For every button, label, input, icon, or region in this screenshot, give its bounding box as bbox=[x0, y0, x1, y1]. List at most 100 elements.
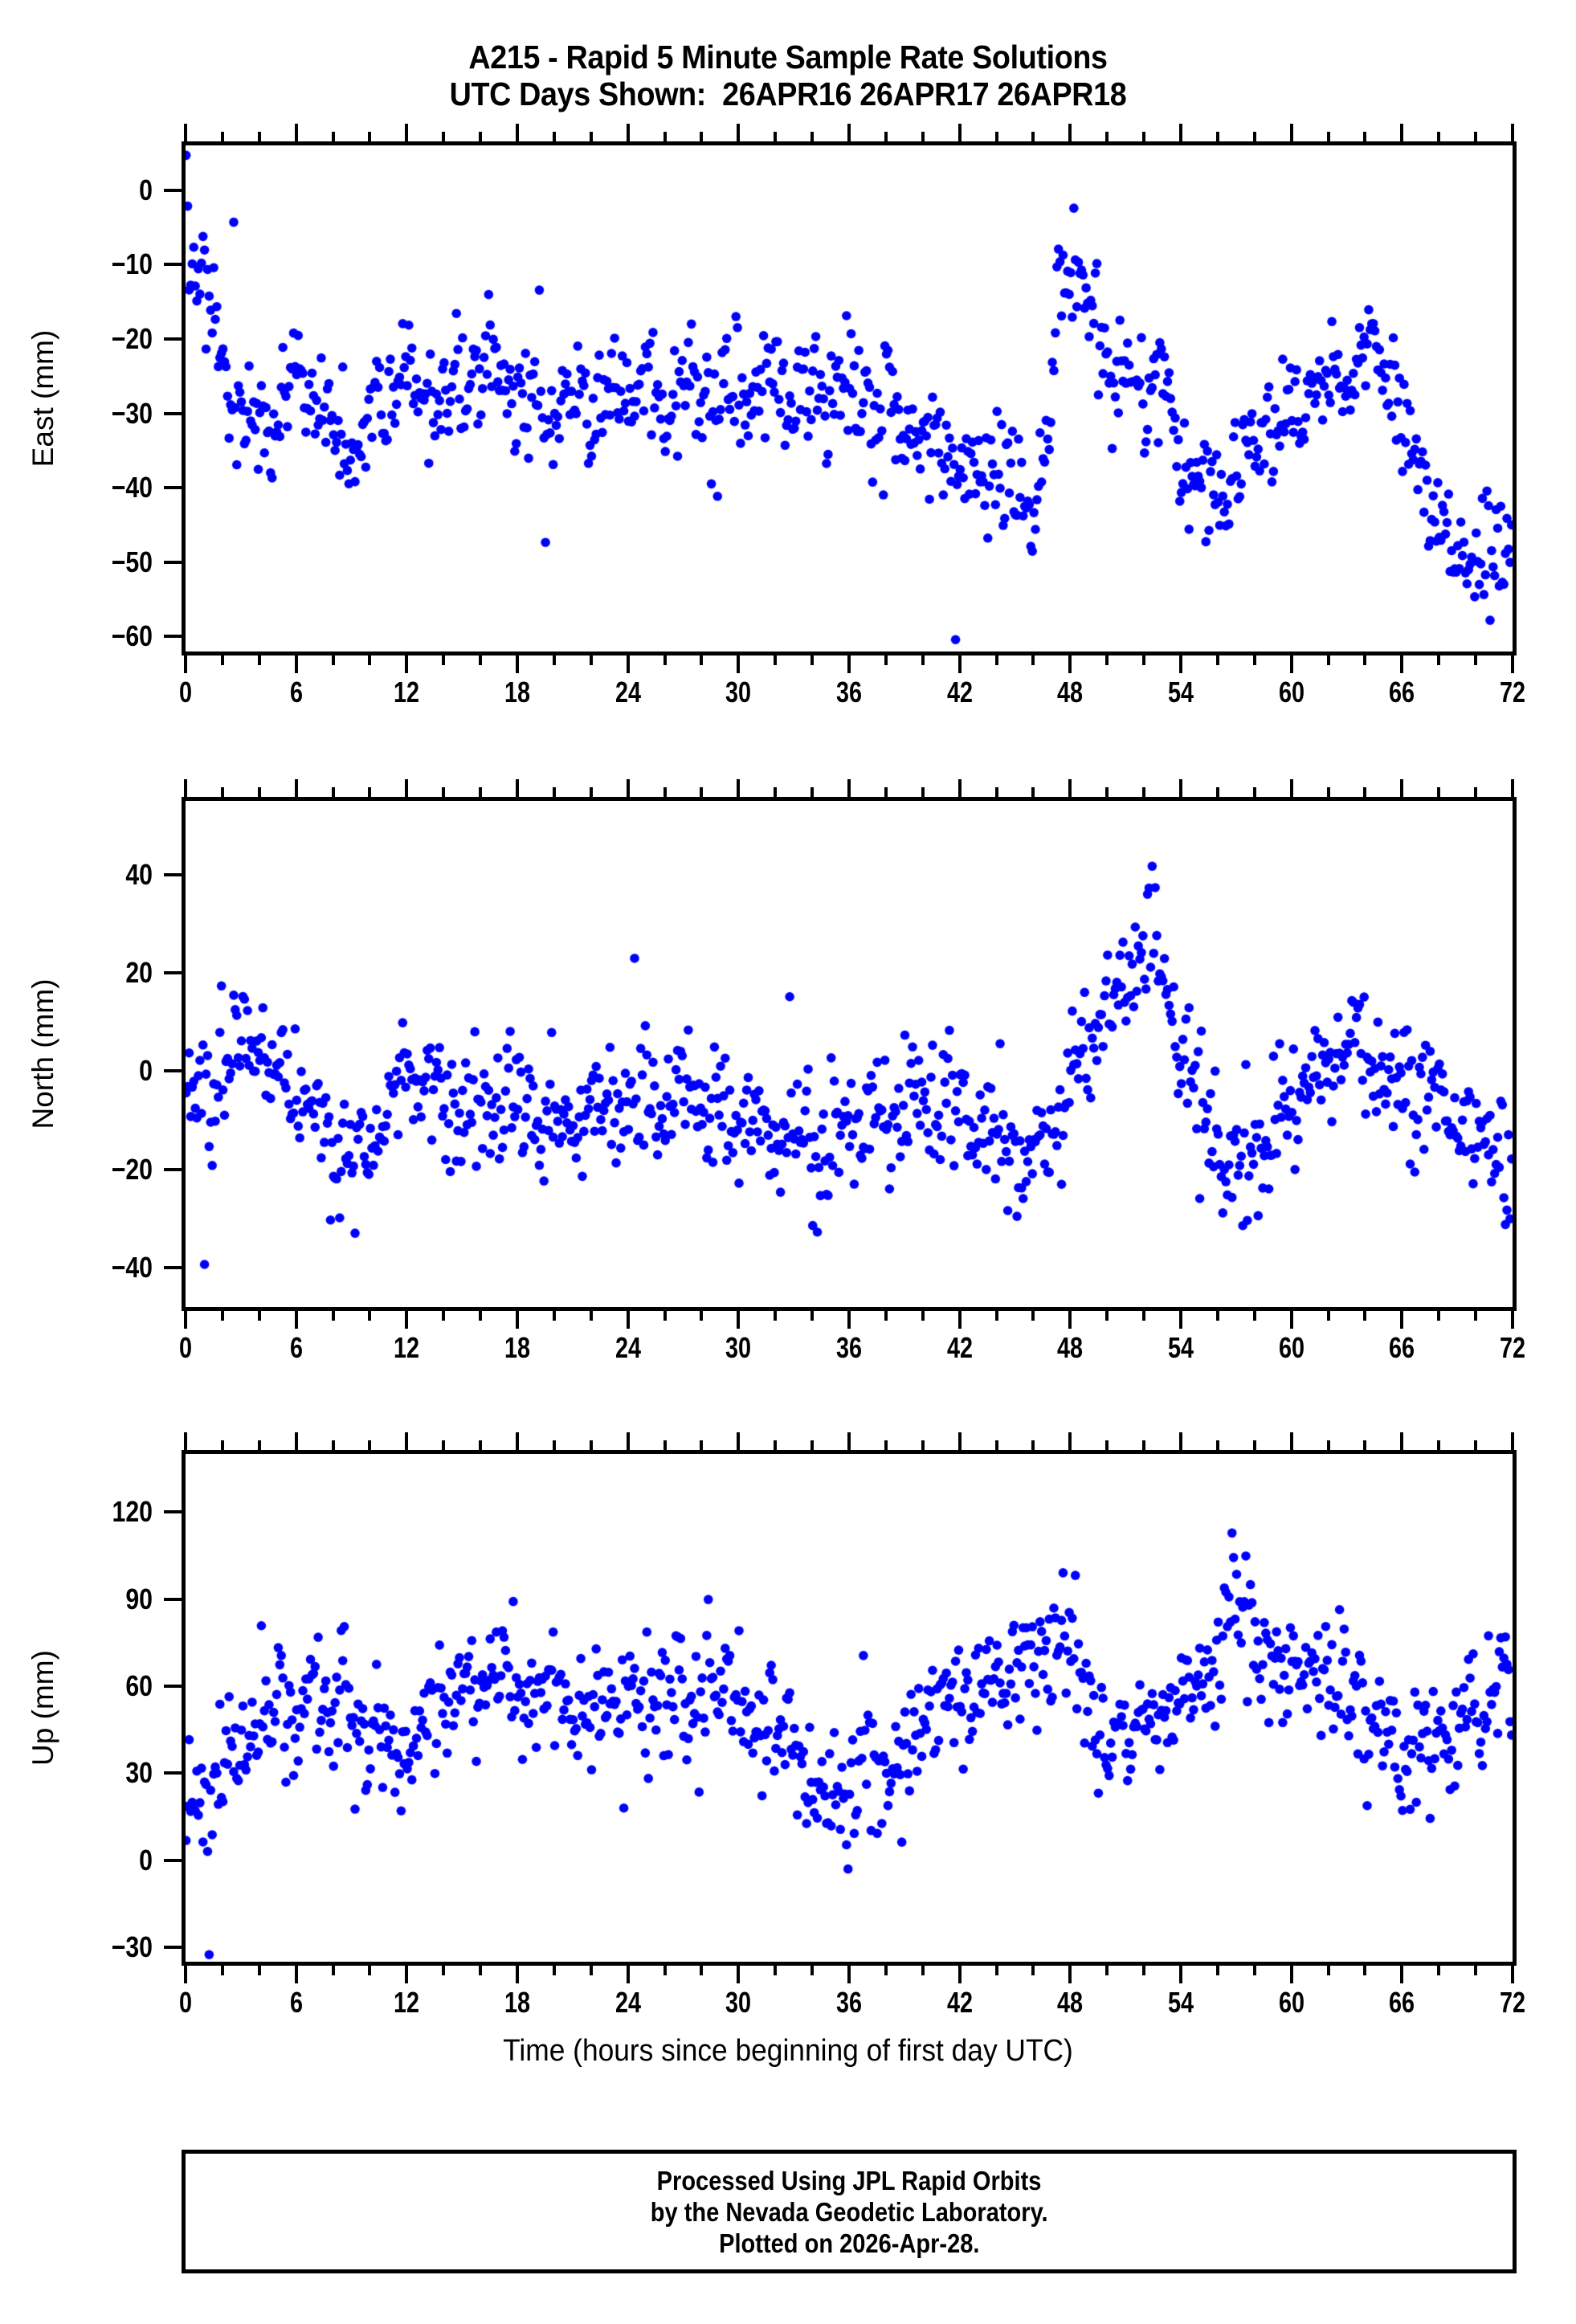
y-tick-up--30 bbox=[164, 1945, 182, 1949]
x-tick-north-0 bbox=[184, 1311, 187, 1329]
footer-credit-box: Processed Using JPL Rapid Orbits by the … bbox=[182, 2150, 1517, 2273]
x-tick-label-up-18: 18 bbox=[504, 1986, 531, 2019]
x-tick-north-48 bbox=[1068, 1311, 1072, 1329]
x-tick-top-up-8 bbox=[331, 1440, 335, 1450]
x-tick-top-north-38 bbox=[884, 787, 888, 797]
x-tick-label-east-18: 18 bbox=[504, 676, 531, 709]
x-tick-east-8 bbox=[331, 656, 335, 665]
x-tick-east-34 bbox=[810, 656, 815, 665]
x-tick-top-up-54 bbox=[1179, 1432, 1182, 1450]
x-tick-top-east-70 bbox=[1474, 132, 1478, 141]
y-tick-label-north-0: 0 bbox=[139, 1054, 153, 1088]
x-tick-top-north-62 bbox=[1326, 787, 1330, 797]
x-tick-top-north-10 bbox=[368, 787, 372, 797]
x-tick-top-up-16 bbox=[479, 1440, 483, 1450]
x-tick-top-up-4 bbox=[257, 1440, 261, 1450]
x-tick-top-up-44 bbox=[994, 1440, 998, 1450]
x-tick-north-10 bbox=[368, 1311, 372, 1321]
x-tick-top-north-60 bbox=[1289, 779, 1293, 797]
y-tick-north--20 bbox=[164, 1167, 182, 1171]
x-tick-top-up-62 bbox=[1326, 1440, 1330, 1450]
x-tick-label-east-30: 30 bbox=[725, 676, 752, 709]
x-tick-north-34 bbox=[810, 1311, 815, 1321]
x-tick-up-66 bbox=[1400, 1966, 1404, 1983]
x-tick-east-22 bbox=[589, 656, 593, 665]
x-tick-north-50 bbox=[1105, 1311, 1109, 1321]
y-tick-label-north-20: 20 bbox=[125, 956, 153, 990]
y-tick-north-0 bbox=[164, 1069, 182, 1073]
y-tick-up-120 bbox=[164, 1510, 182, 1514]
x-tick-up-40 bbox=[921, 1966, 925, 1975]
x-tick-east-18 bbox=[516, 656, 519, 673]
x-tick-north-20 bbox=[552, 1311, 556, 1321]
x-tick-east-42 bbox=[957, 656, 962, 673]
chart-title-block: A215 - Rapid 5 Minute Sample Rate Soluti… bbox=[0, 39, 1576, 112]
x-tick-up-18 bbox=[516, 1966, 519, 1983]
x-tick-top-north-32 bbox=[774, 787, 778, 797]
x-tick-top-up-14 bbox=[442, 1440, 446, 1450]
x-tick-label-up-36: 36 bbox=[835, 1986, 863, 2019]
y-tick-label-east--20: −20 bbox=[111, 321, 153, 355]
x-tick-east-54 bbox=[1179, 656, 1182, 673]
x-tick-top-up-24 bbox=[626, 1432, 630, 1450]
x-tick-top-up-46 bbox=[1031, 1440, 1035, 1450]
x-tick-east-68 bbox=[1437, 656, 1441, 665]
x-tick-label-east-66: 66 bbox=[1389, 676, 1415, 709]
x-tick-top-north-40 bbox=[921, 787, 925, 797]
x-tick-north-22 bbox=[589, 1311, 593, 1321]
x-tick-east-72 bbox=[1511, 656, 1514, 673]
x-tick-top-north-16 bbox=[479, 787, 483, 797]
x-tick-top-east-62 bbox=[1326, 132, 1330, 141]
x-tick-up-52 bbox=[1142, 1966, 1146, 1975]
x-tick-top-up-50 bbox=[1105, 1440, 1109, 1450]
x-tick-north-36 bbox=[847, 1311, 851, 1329]
x-tick-label-up-60: 60 bbox=[1278, 1986, 1304, 2019]
x-tick-label-east-48: 48 bbox=[1057, 676, 1084, 709]
y-tick-label-up-0: 0 bbox=[139, 1843, 153, 1877]
x-tick-label-east-36: 36 bbox=[835, 676, 863, 709]
y-tick-label-north--20: −20 bbox=[111, 1152, 153, 1186]
chart-title-line-1: A215 - Rapid 5 Minute Sample Rate Soluti… bbox=[468, 39, 1108, 76]
x-tick-label-up-48: 48 bbox=[1057, 1986, 1084, 2019]
x-tick-north-68 bbox=[1437, 1311, 1441, 1321]
x-tick-north-28 bbox=[700, 1311, 704, 1321]
x-tick-top-east-36 bbox=[847, 124, 851, 141]
x-tick-label-up-12: 12 bbox=[394, 1986, 420, 2019]
y-tick-up-0 bbox=[164, 1858, 182, 1862]
x-tick-top-up-28 bbox=[700, 1440, 704, 1450]
x-tick-east-56 bbox=[1215, 656, 1219, 665]
x-tick-up-64 bbox=[1363, 1966, 1367, 1975]
x-tick-label-north-66: 66 bbox=[1389, 1331, 1415, 1364]
plot-frame-east bbox=[182, 141, 1517, 656]
x-tick-label-north-24: 24 bbox=[614, 1331, 641, 1364]
x-tick-top-east-10 bbox=[368, 132, 372, 141]
x-tick-up-8 bbox=[331, 1966, 335, 1975]
x-tick-up-62 bbox=[1326, 1966, 1330, 1975]
x-tick-top-up-10 bbox=[368, 1440, 372, 1450]
x-tick-east-16 bbox=[479, 656, 483, 665]
x-tick-top-north-18 bbox=[516, 779, 519, 797]
x-tick-east-52 bbox=[1142, 656, 1146, 665]
x-tick-north-8 bbox=[331, 1311, 335, 1321]
y-tick-label-east--50: −50 bbox=[111, 545, 153, 578]
x-tick-top-up-32 bbox=[774, 1440, 778, 1450]
x-tick-north-46 bbox=[1031, 1311, 1035, 1321]
x-tick-top-east-64 bbox=[1363, 132, 1367, 141]
x-tick-east-2 bbox=[220, 656, 224, 665]
x-tick-east-28 bbox=[700, 656, 704, 665]
x-tick-up-56 bbox=[1215, 1966, 1219, 1975]
y-tick-label-east--30: −30 bbox=[111, 396, 153, 430]
x-tick-north-54 bbox=[1179, 1311, 1182, 1329]
x-tick-up-12 bbox=[405, 1966, 409, 1983]
x-tick-label-up-66: 66 bbox=[1389, 1986, 1415, 2019]
x-tick-top-east-34 bbox=[810, 132, 815, 141]
x-tick-east-14 bbox=[442, 656, 446, 665]
x-tick-top-up-26 bbox=[663, 1440, 667, 1450]
x-tick-top-up-20 bbox=[552, 1440, 556, 1450]
x-tick-top-up-18 bbox=[516, 1432, 519, 1450]
x-tick-top-east-60 bbox=[1289, 124, 1293, 141]
x-tick-top-east-12 bbox=[405, 124, 409, 141]
x-tick-up-0 bbox=[184, 1966, 187, 1983]
